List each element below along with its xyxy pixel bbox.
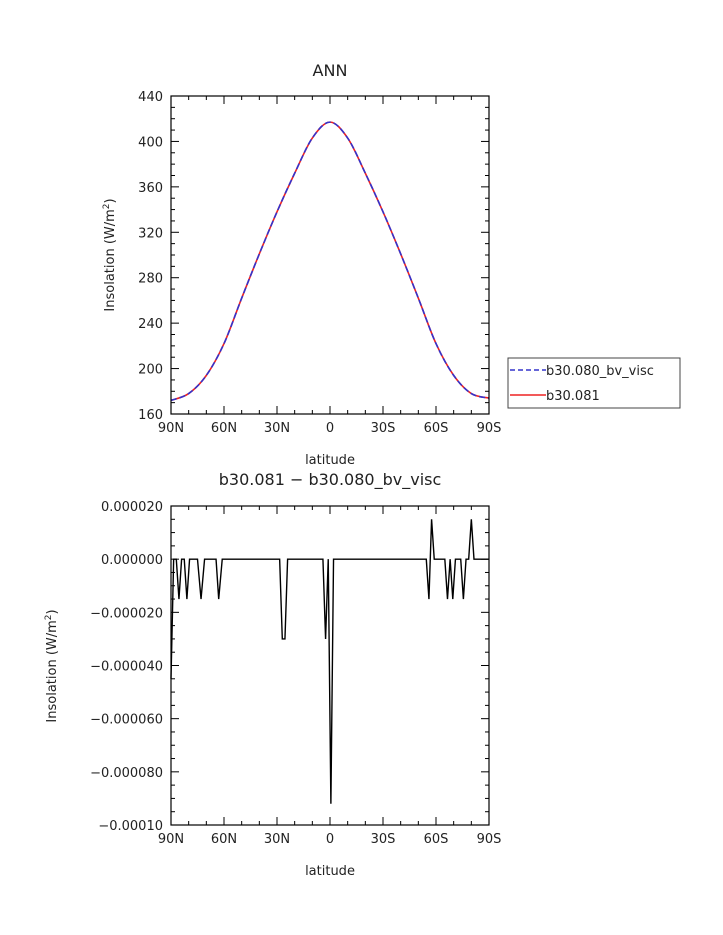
top-x-tick-label: 90S: [477, 421, 502, 436]
top-y-tick-label: 400: [138, 135, 163, 150]
top-y-tick-labels: 160 200 240 280 320 360 400 440: [138, 90, 163, 423]
top-y-tick-label: 200: [138, 363, 163, 378]
bottom-x-tick-label: 90N: [158, 832, 184, 847]
bottom-x-tick-labels: 90N 60N 30N 0 30S 60S 90S: [158, 832, 502, 847]
bottom-chart-title: b30.081 − b30.080_bv_visc: [219, 470, 442, 490]
bottom-x-tick-label: 60S: [424, 832, 449, 847]
top-x-tick-label: 0: [326, 421, 334, 436]
bottom-x-axis-label: latitude: [305, 864, 355, 879]
bottom-x-tick-label: 60N: [211, 832, 237, 847]
bottom-y-tick-label: 0.000020: [101, 500, 163, 515]
top-y-tick-label: 240: [138, 317, 163, 332]
top-y-axis-label: Insolation (W/m2): [102, 198, 118, 311]
bottom-x-tick-label: 30N: [264, 832, 290, 847]
top-x-axis-label: latitude: [305, 453, 355, 468]
top-x-tick-label: 30N: [264, 421, 290, 436]
bottom-y-tick-label: −0.00010: [98, 819, 163, 834]
legend-label-series-2: b30.081: [546, 389, 600, 404]
top-axis-ticks: [170, 95, 490, 415]
bottom-series-line-1: [170, 519, 489, 804]
top-series-line-1: [170, 121, 490, 402]
top-x-tick-label: 60N: [211, 421, 237, 436]
top-y-tick-label: 280: [138, 272, 163, 287]
top-x-tick-label: 30S: [371, 421, 396, 436]
top-y-tick-label: 360: [138, 181, 163, 196]
top-plot-frame: [170, 95, 490, 415]
bottom-chart: b30.081 − b30.080_bv_visc 90N 60N 30N 0 30S 6…: [44, 470, 501, 879]
top-y-tick-label: 440: [138, 90, 163, 105]
bottom-y-tick-label: −0.000020: [90, 606, 163, 621]
bottom-x-tick-label: 30S: [371, 832, 396, 847]
bottom-x-tick-label: 90S: [477, 832, 502, 847]
legend-label-series-1: b30.080_bv_visc: [546, 364, 654, 379]
legend-box: [507, 357, 681, 409]
top-y-tick-label: 320: [138, 226, 163, 241]
top-chart-title: ANN: [313, 61, 348, 80]
bottom-plot-frame: [170, 505, 490, 826]
legend: b30.080_bv_visc b30.081: [507, 357, 681, 409]
top-y-tick-label: 160: [138, 408, 163, 423]
top-series-line-2: [170, 121, 490, 402]
bottom-y-axis-label: Insolation (W/m2): [44, 609, 60, 722]
top-x-tick-label: 60S: [424, 421, 449, 436]
top-chart: ANN 90N 60N 30N 0 30S 60S 90S 160 200 240 280 320 3…: [102, 61, 681, 468]
bottom-y-tick-label: −0.000060: [90, 713, 163, 728]
bottom-y-tick-label: −0.000040: [90, 660, 163, 675]
bottom-series-lines: [170, 519, 489, 804]
top-series-lines: [170, 121, 490, 402]
top-x-tick-labels: 90N 60N 30N 0 30S 60S 90S: [158, 421, 502, 436]
bottom-y-tick-labels: 0.000020 0.000000 −0.000020 −0.000040 −0.000…: [90, 500, 163, 834]
bottom-y-tick-label: −0.000080: [90, 766, 163, 781]
bottom-y-tick-label: 0.000000: [101, 553, 163, 568]
bottom-x-tick-label: 0: [326, 832, 334, 847]
top-x-tick-label: 90N: [158, 421, 184, 436]
